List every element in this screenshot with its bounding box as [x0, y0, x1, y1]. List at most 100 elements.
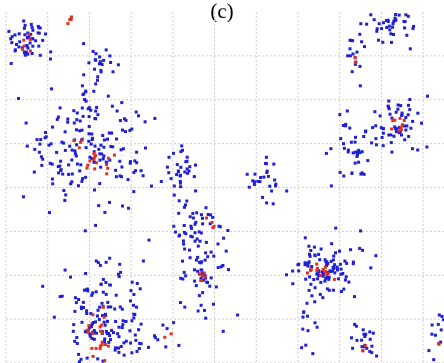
- data-point-blue-296: [90, 337, 94, 340]
- data-point-blue-488: [182, 224, 186, 227]
- data-point-blue-728: [412, 24, 416, 28]
- data-point-blue-725: [377, 38, 380, 42]
- data-point-blue-208: [75, 111, 79, 115]
- data-point-blue-716: [348, 47, 352, 51]
- data-point-blue-164: [118, 174, 122, 178]
- data-point-blue-402: [137, 328, 141, 332]
- data-point-blue-30: [17, 32, 21, 36]
- data-point-blue-828: [353, 322, 357, 326]
- data-point-blue-215: [109, 131, 113, 135]
- data-point-blue-413: [179, 150, 183, 154]
- data-point-blue-526: [216, 266, 220, 269]
- data-point-blue-552: [253, 172, 257, 176]
- data-point-blue-242: [35, 138, 39, 142]
- data-point-blue-36: [23, 53, 27, 57]
- data-point-red-932: [402, 119, 406, 122]
- data-point-red-898: [100, 340, 104, 344]
- data-point-red-921: [306, 271, 309, 275]
- data-point-blue-279: [103, 340, 106, 343]
- data-point-blue-297: [129, 299, 132, 303]
- data-point-blue-310: [135, 305, 138, 309]
- data-point-blue-102: [90, 132, 94, 136]
- data-point-blue-704: [366, 159, 370, 163]
- data-point-blue-214: [75, 143, 79, 147]
- data-point-blue-336: [128, 329, 132, 333]
- data-point-blue-796: [373, 110, 377, 114]
- data-point-blue-272: [96, 357, 100, 361]
- data-point-blue-323: [120, 307, 124, 311]
- data-point-blue-246: [41, 157, 45, 161]
- data-point-blue-258: [91, 321, 95, 324]
- data-point-blue-180: [84, 146, 88, 150]
- data-point-blue-224: [76, 184, 80, 188]
- data-point-blue-308: [103, 323, 107, 327]
- data-point-blue-283: [69, 275, 72, 279]
- data-point-blue-366: [72, 323, 76, 327]
- data-point-blue-593: [308, 254, 312, 258]
- data-point-blue-166: [92, 89, 96, 93]
- data-point-blue-64: [108, 54, 112, 58]
- data-point-blue-189: [124, 130, 127, 134]
- data-point-blue-730: [375, 27, 379, 31]
- data-point-blue-168: [70, 180, 74, 184]
- data-point-blue-112: [69, 182, 73, 186]
- data-point-blue-817: [395, 127, 399, 131]
- data-point-red-906: [211, 226, 215, 230]
- data-point-blue-568: [323, 279, 327, 283]
- data-point-blue-83: [107, 131, 111, 135]
- data-point-blue-719: [353, 62, 357, 66]
- data-point-blue-37: [27, 35, 31, 39]
- data-point-blue-584: [316, 277, 320, 281]
- data-point-blue-780: [389, 141, 393, 145]
- data-point-blue-670: [338, 170, 342, 174]
- data-point-blue-131: [102, 138, 106, 142]
- data-point-blue-782: [378, 114, 382, 118]
- data-point-blue-803: [411, 119, 415, 123]
- data-point-blue-35: [24, 50, 28, 54]
- data-point-blue-602: [361, 248, 364, 252]
- data-point-blue-807: [425, 145, 429, 149]
- data-point-blue-478: [216, 242, 220, 246]
- data-point-blue-411: [165, 165, 169, 169]
- data-point-red-860: [66, 22, 70, 26]
- data-point-blue-140: [97, 147, 101, 151]
- data-point-blue-799: [396, 103, 400, 107]
- data-point-blue-529: [202, 278, 205, 282]
- data-point-blue-298: [104, 260, 108, 264]
- data-point-blue-130: [99, 165, 103, 169]
- data-point-blue-278: [85, 312, 89, 315]
- data-point-blue-74: [84, 99, 88, 103]
- data-point-blue-643: [332, 266, 335, 269]
- data-point-blue-20: [25, 44, 29, 47]
- data-point-blue-217: [91, 136, 94, 140]
- data-point-blue-427: [179, 165, 183, 169]
- data-point-blue-408: [183, 170, 187, 174]
- data-point-blue-388: [132, 312, 136, 316]
- data-point-blue-462: [182, 270, 186, 274]
- data-point-blue-327: [117, 350, 121, 354]
- data-point-blue-315: [79, 357, 83, 361]
- data-point-blue-545: [265, 169, 269, 173]
- data-point-blue-220: [150, 184, 153, 188]
- data-point-blue-748: [404, 13, 408, 17]
- data-point-blue-304: [138, 341, 142, 345]
- data-point-blue-795: [399, 104, 403, 108]
- data-point-blue-508: [201, 222, 205, 226]
- data-point-blue-718: [346, 54, 350, 58]
- data-point-blue-717: [350, 70, 354, 74]
- data-point-blue-501: [194, 284, 198, 288]
- data-point-blue-451: [196, 269, 200, 273]
- data-point-blue-801: [400, 113, 404, 117]
- data-point-blue-819: [371, 331, 375, 335]
- data-point-blue-715: [358, 84, 362, 88]
- data-point-blue-755: [375, 29, 379, 33]
- data-point-blue-628: [315, 272, 319, 276]
- data-point-blue-184: [62, 141, 66, 145]
- data-point-blue-103: [101, 134, 105, 137]
- data-point-blue-335: [130, 319, 134, 323]
- data-point-blue-11: [31, 44, 35, 48]
- data-point-red-929: [353, 61, 357, 65]
- data-point-red-924: [326, 272, 330, 276]
- data-point-blue-491: [194, 189, 198, 193]
- data-point-blue-722: [365, 22, 369, 26]
